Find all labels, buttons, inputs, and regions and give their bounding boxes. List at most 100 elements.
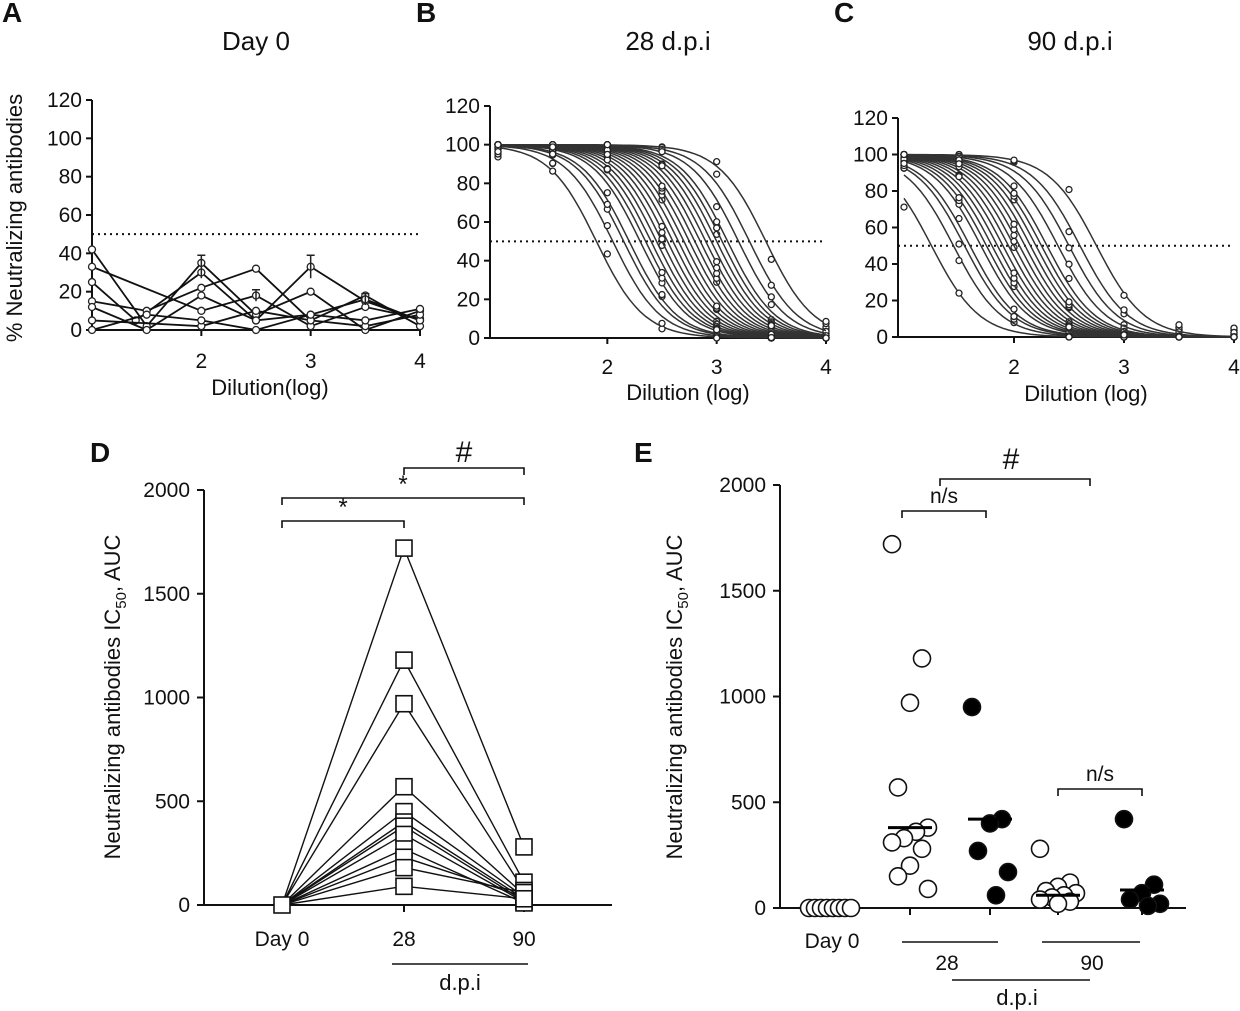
panel-e-90-label: 90 [1080, 952, 1103, 975]
y-tick-label: 60 [457, 211, 480, 234]
data-point [1120, 291, 1128, 299]
filled-point [962, 697, 982, 717]
data-point [713, 218, 721, 226]
data-point [197, 316, 206, 325]
significance-bracket [403, 467, 525, 475]
data-point [713, 264, 721, 272]
data-point [713, 224, 721, 232]
panel-c: C 90 d.p.i Dilution (log) 0 20 40 60 80 100 12… [834, 0, 1240, 406]
data-point [658, 182, 666, 190]
open-point [882, 833, 902, 852]
y-tick-label: 80 [59, 166, 82, 189]
significance-bracket [901, 510, 987, 518]
data-point [142, 310, 151, 319]
open-point [841, 898, 861, 918]
data-point [767, 255, 775, 264]
data-point [955, 160, 963, 168]
data-point [713, 334, 721, 342]
data-point [251, 264, 261, 273]
y-tick-label: 0 [178, 894, 190, 917]
data-point [87, 262, 97, 271]
data-point [273, 896, 291, 914]
panel-b-label: B [416, 0, 436, 28]
panel-e: E Neutralizing antibodies IC50, AUC Day … [634, 437, 1186, 1010]
x-tick-label: 4 [1228, 356, 1240, 379]
data-point [251, 316, 261, 325]
y-tick-label: 20 [59, 281, 82, 304]
series-line [91, 265, 421, 328]
panel-c-label: C [834, 0, 854, 28]
data-point [603, 150, 611, 159]
data-point [767, 293, 775, 301]
data-point [395, 825, 413, 844]
data-point [87, 302, 97, 312]
data-point [549, 150, 557, 158]
y-tick-label: 2000 [719, 474, 766, 497]
significance-bracket [1057, 788, 1143, 796]
open-point [882, 534, 902, 554]
data-point [900, 150, 908, 159]
data-point [1175, 321, 1183, 329]
data-point [306, 310, 315, 319]
panel-a-ylabel: % Neutralizing antibodies [2, 94, 27, 342]
open-point [918, 879, 938, 899]
data-point [494, 141, 502, 149]
y-tick-label: 100 [445, 134, 480, 157]
data-point [900, 203, 908, 211]
data-point [1120, 331, 1128, 339]
panel-b-xlabel: Dilution (log) [626, 380, 750, 405]
y-tick-label: 40 [457, 250, 480, 273]
data-point [395, 651, 413, 669]
open-point [900, 856, 920, 876]
data-point [767, 333, 775, 342]
data-point [142, 325, 151, 335]
panel-e-group-label: d.p.i [996, 985, 1038, 1010]
data-point [395, 694, 413, 713]
panel-a-title: Day 0 [222, 26, 290, 56]
filled-point [1114, 809, 1134, 829]
panel-e-28-label: 28 [935, 952, 958, 975]
data-point [713, 326, 721, 334]
data-point [658, 162, 666, 170]
y-tick-label: 1000 [719, 686, 766, 709]
data-point [549, 159, 557, 167]
panel-d-group-label: d.p.i [439, 970, 481, 995]
y-tick-label: 500 [155, 790, 190, 813]
data-point [1065, 298, 1073, 306]
open-point [888, 866, 908, 886]
panel-e-ylabel: Neutralizing antibodies IC50, AUC [662, 534, 692, 859]
data-point [713, 203, 721, 211]
data-point [603, 221, 611, 230]
filled-point [1120, 890, 1140, 909]
x-tick-label: 3 [711, 356, 723, 379]
data-point [1230, 333, 1238, 341]
panel-a: A Day 0 % Neutralizing antibodies Diluti… [2, 0, 426, 400]
x-tick-label: 4 [820, 356, 832, 379]
data-point [955, 194, 963, 202]
y-tick-label: 120 [853, 107, 888, 130]
data-point [658, 148, 666, 156]
data-point [1010, 156, 1018, 164]
data-point [494, 147, 502, 156]
data-point [713, 258, 721, 266]
significance-bracket [281, 520, 405, 528]
data-point [658, 290, 666, 299]
x-tick-label: 3 [305, 350, 317, 373]
data-point [306, 287, 315, 296]
data-point [955, 240, 963, 248]
y-tick-label: 0 [876, 326, 888, 349]
data-point [658, 222, 666, 231]
filled-point [968, 841, 988, 861]
data-point [658, 319, 666, 327]
y-tick-label: 60 [865, 217, 888, 240]
significance-label: n/s [930, 485, 958, 508]
data-point [1065, 323, 1073, 331]
significance-label: # [456, 436, 473, 469]
data-point [822, 317, 830, 326]
y-tick-label: 60 [59, 204, 82, 227]
series-line [91, 309, 421, 328]
data-point [1010, 269, 1018, 277]
data-point [1065, 244, 1073, 252]
data-point [603, 165, 611, 173]
data-point [515, 838, 533, 856]
